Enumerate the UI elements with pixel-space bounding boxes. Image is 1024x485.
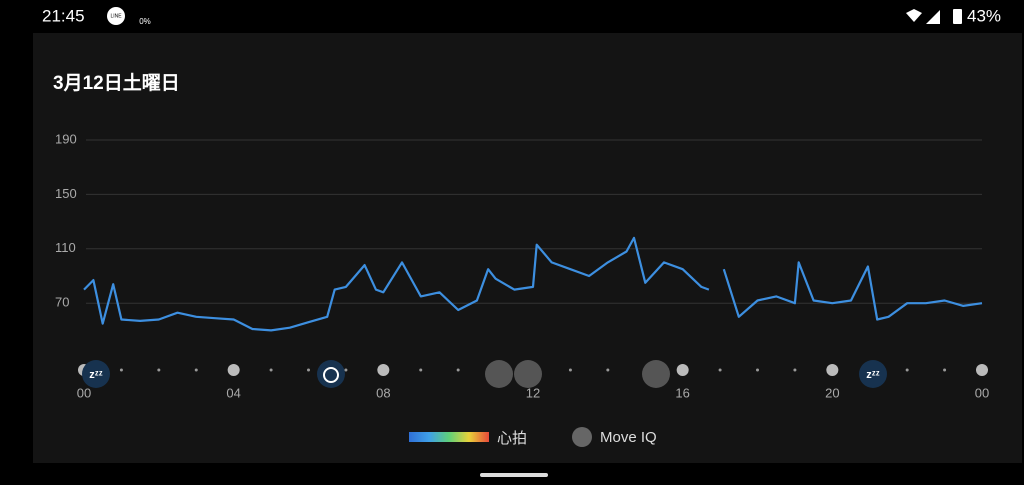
x-tick-label: 12: [526, 385, 540, 400]
timeline-dot: [344, 368, 348, 372]
sleep-icon-glyph: zᶻᶻ: [866, 369, 879, 381]
timeline-tick: [826, 364, 839, 376]
legend-label: Move IQ: [600, 428, 657, 446]
legend: 心拍 Move IQ: [409, 425, 657, 449]
timeline-dot: [718, 368, 722, 372]
x-tick-label: 00: [77, 385, 91, 400]
timeline-tick: [976, 364, 988, 376]
battery-icon: [953, 9, 962, 24]
timeline-dot: [419, 368, 423, 372]
signal-icon: [926, 10, 940, 24]
timeline-dot: [194, 368, 198, 372]
y-tick-label: 70: [55, 295, 69, 310]
timeline-dot: [756, 368, 759, 372]
y-tick-label: 110: [55, 240, 76, 255]
chart: 70 110 150 190 zᶻᶻ zᶻᶻ 00 04 08 12 16 20 00: [55, 131, 989, 400]
data-usage: 0%: [139, 17, 151, 26]
x-tick-label: 20: [825, 385, 839, 400]
line-icon: [107, 7, 125, 25]
y-tick-label: 150: [55, 186, 77, 201]
timeline-dot: [157, 368, 161, 372]
timeline-dot: [905, 368, 909, 372]
timeline-tick: [377, 364, 390, 376]
wifi-icon: [906, 9, 922, 22]
bike-icon: [642, 360, 670, 388]
events: zᶻᶻ zᶻᶻ: [82, 360, 887, 388]
y-tick-label: 190: [55, 131, 77, 146]
timeline-dot: [119, 368, 123, 372]
chart-title: 3月12日土曜日: [53, 73, 180, 94]
timeline-dot: [606, 368, 610, 372]
legend-swatch: [572, 427, 593, 447]
bike-icon: [485, 360, 513, 388]
timeline-dot: [568, 368, 572, 372]
home-indicator[interactable]: [480, 473, 548, 477]
status-bar: 21:45 LINE 0% 43%: [42, 6, 1001, 26]
sleep-icon: [859, 360, 887, 388]
timeline-tick: [227, 364, 240, 376]
x-tick-label: 00: [975, 385, 989, 400]
x-tick-label: 04: [226, 385, 240, 400]
sleep-icon: [82, 360, 110, 388]
x-tick-label: 16: [675, 385, 689, 400]
legend-swatch: [409, 432, 489, 442]
alarm-glyph: [323, 367, 339, 383]
bike-icon: [514, 360, 542, 388]
heart-rate-line: [83, 236, 983, 332]
timeline-dot: [307, 368, 310, 372]
legend-label: 心拍: [497, 429, 528, 447]
x-tick-label: 08: [376, 385, 390, 400]
sleep-icon-glyph: zᶻᶻ: [89, 369, 102, 381]
timeline-dot: [269, 368, 273, 372]
timeline-dot: [456, 368, 460, 372]
timeline-dot: [943, 368, 947, 372]
clock: 21:45: [42, 6, 85, 25]
timeline-tick: [676, 364, 689, 376]
battery-level: 43%: [967, 6, 1001, 25]
card: [33, 33, 1022, 463]
timeline-dot: [793, 368, 797, 372]
line-icon-label: LINE: [110, 13, 122, 19]
alarm-icon: [317, 360, 345, 388]
